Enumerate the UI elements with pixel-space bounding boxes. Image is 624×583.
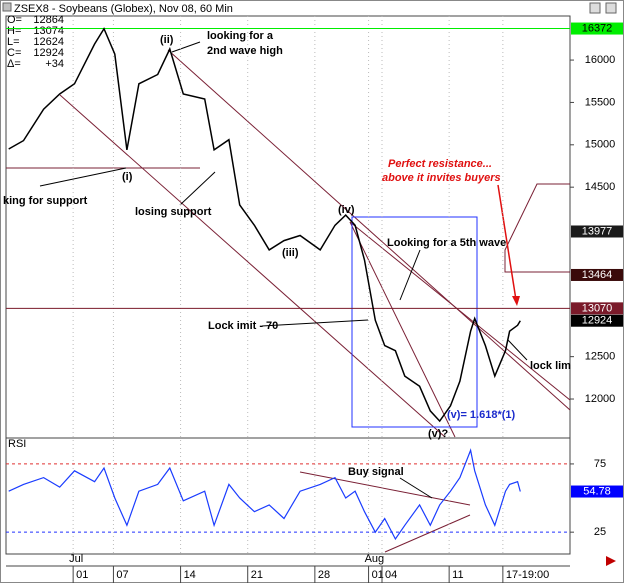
x-tick-label: 28 <box>318 569 330 581</box>
info-label: O= <box>7 14 22 26</box>
y-tick-label: 16000 <box>585 54 616 66</box>
arrow <box>399 249 421 301</box>
annotation: looking for a <box>207 30 274 42</box>
arrow <box>179 171 216 206</box>
last-value-label: 54.78 <box>583 485 611 497</box>
info-label: H= <box>7 25 21 37</box>
x-tick-label: 11 <box>452 569 463 581</box>
arrow <box>39 167 127 187</box>
level-box <box>571 225 623 238</box>
arrow <box>497 184 517 301</box>
projection-box <box>351 216 478 428</box>
annotation: king for support <box>3 195 88 207</box>
info-label: Δ= <box>7 58 21 70</box>
annotation: Perfect resistance... <box>388 158 492 170</box>
annotation: Lock imit - 70 <box>208 320 278 332</box>
y-tick-label: 14500 <box>585 181 616 193</box>
y-tick-label: 12000 <box>585 393 616 405</box>
arrow <box>507 339 528 361</box>
info-value: +34 <box>45 58 64 70</box>
rsi-trend-line <box>384 514 471 553</box>
annotation: lock lim <box>530 360 571 372</box>
annotation: above it invites buyers <box>382 172 501 184</box>
drawings <box>6 41 616 566</box>
y-tick-label: 12500 <box>585 351 616 363</box>
level-label: 13070 <box>582 302 613 314</box>
level-box <box>571 302 623 315</box>
annotation: losing support <box>135 206 212 218</box>
info-value: 13074 <box>33 25 64 37</box>
trend-line <box>59 94 446 438</box>
info-value: 12864 <box>33 14 64 26</box>
x-tick-label: 04 <box>385 569 397 581</box>
y-tick-label: 75 <box>594 458 606 470</box>
annotation: (i) <box>122 171 133 183</box>
icon <box>2 2 12 12</box>
annotation: Buy signal <box>348 466 404 478</box>
trend-line <box>167 49 571 411</box>
trend-line <box>349 221 571 401</box>
x-tick-label: 01 <box>372 569 384 581</box>
arrow-head <box>512 296 520 306</box>
scroll-button[interactable] <box>605 2 617 14</box>
info-label: L= <box>7 36 20 48</box>
rsi-panel <box>5 437 571 555</box>
y-tick-label: 25 <box>594 526 606 538</box>
rsi-trend-line <box>299 471 471 506</box>
y-tick-label: 15500 <box>585 96 616 108</box>
level-box <box>571 268 623 281</box>
month-label: Jul <box>69 553 83 565</box>
x-tick-label: 07 <box>116 569 128 581</box>
level-label: 16372 <box>582 22 613 34</box>
annotation: (ii) <box>160 34 174 46</box>
level-box <box>571 22 623 35</box>
trend-line <box>349 221 456 438</box>
scroll-button[interactable] <box>589 2 601 14</box>
annotation: (v)= 1.618*(1) <box>447 409 516 421</box>
annotation: Looking for a 5th wave <box>387 237 506 249</box>
realtime-marker <box>606 556 616 566</box>
x-tick-label: 01 <box>76 569 88 581</box>
arrow <box>399 477 433 499</box>
chart-title: ZSEX8 - Soybeans (Globex), Nov 08, 60 Mi… <box>14 3 233 15</box>
x-tick-label: 21 <box>251 569 263 581</box>
annotation: 2nd wave high <box>207 45 283 57</box>
arrow <box>171 41 201 53</box>
info-value: 12624 <box>33 36 64 48</box>
info-value: 12924 <box>33 47 64 59</box>
level-box <box>571 314 623 327</box>
annotation: (v)? <box>428 428 448 440</box>
panel-title: RSI <box>8 438 26 450</box>
annotation: (iii) <box>282 247 299 259</box>
x-tick-label: 17-19:00 <box>506 569 549 581</box>
info-label: C= <box>7 47 21 59</box>
level-label: 13977 <box>582 225 613 237</box>
level-label: 12924 <box>582 315 613 327</box>
series-line <box>8 27 521 423</box>
x-tick-label: 14 <box>184 569 196 581</box>
last-value-box <box>571 485 623 498</box>
bracket <box>504 183 570 273</box>
annotation: (iv) <box>338 204 355 216</box>
y-tick-label: 15000 <box>585 139 616 151</box>
month-label: Aug <box>365 553 385 565</box>
level-label: 13464 <box>582 269 613 281</box>
arrow <box>261 319 369 327</box>
series-line <box>8 448 521 541</box>
